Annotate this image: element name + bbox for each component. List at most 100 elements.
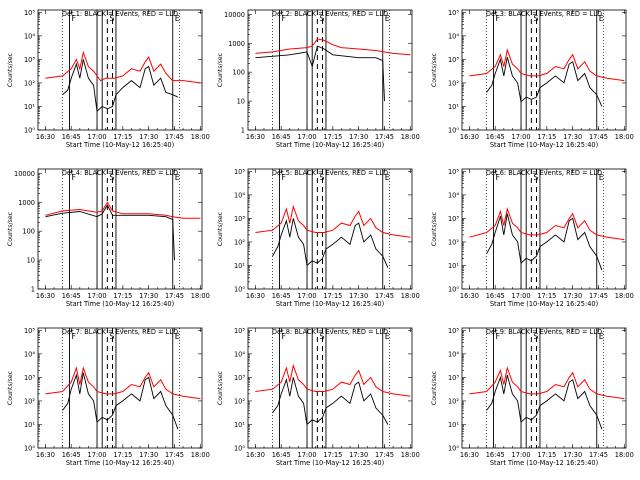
panel-title: Det 7: BLACK = Events, RED = LLD	[62, 328, 178, 336]
x-tick-label: 17:00	[512, 451, 531, 459]
x-axis-label: Start Time (10-May-12 16:25:40)	[66, 300, 174, 308]
x-tick-label: 16:45	[486, 451, 505, 459]
x-tick-label: 17:15	[113, 292, 132, 300]
x-tick-label: 17:30	[563, 451, 582, 459]
marker-label: S	[109, 332, 114, 341]
x-tick-label: 18:00	[191, 133, 210, 141]
plot-frame	[461, 168, 627, 290]
x-tick-label: 16:30	[460, 451, 479, 459]
x-tick-label: 17:45	[589, 133, 608, 141]
panel-det-4: Det 4: BLACK = Events, RED = LLD 1 10 100 10…	[7, 168, 210, 308]
y-tick-label: 10⁴	[448, 32, 459, 40]
y-tick-label: 10¹	[448, 103, 459, 111]
x-tick-label: 17:45	[375, 292, 394, 300]
series-line-events	[62, 59, 179, 113]
panel-title: Det 1: BLACK = Events, RED = LLD	[62, 10, 178, 18]
series-line-lld	[255, 204, 411, 238]
x-tick-label: 17:15	[537, 451, 556, 459]
marker-label: E	[599, 14, 604, 23]
x-tick-label: 17:00	[512, 133, 531, 141]
x-tick-label: 17:45	[375, 451, 394, 459]
series-line-lld	[469, 366, 625, 400]
x-tick-label: 16:45	[486, 292, 505, 300]
marker-label: S	[319, 14, 324, 23]
x-axis-label: Start Time (10-May-12 16:25:40)	[66, 141, 174, 149]
marker-label: S	[109, 173, 114, 182]
y-tick-label: 10¹	[448, 262, 459, 270]
x-tick-label: 16:45	[272, 451, 291, 459]
panel-title: Det 4: BLACK = Events, RED = LLD	[62, 169, 178, 177]
plot-frame	[37, 327, 203, 449]
y-tick-label: 10⁵	[448, 9, 459, 17]
y-axis-label: Counts/sec	[217, 52, 224, 87]
y-tick-label: 10⁴	[24, 32, 35, 40]
series-line-lld	[45, 366, 201, 400]
panel-det-6: Det 6: BLACK = Events, RED = LLD 10⁰ 10¹ 10…	[431, 168, 634, 308]
y-tick-label: 10000	[224, 11, 245, 19]
y-tick-label: 10²	[448, 79, 459, 87]
panel-title: Det 9: BLACK = Events, RED = LLD	[486, 328, 602, 336]
x-axis-label: Start Time (10-May-12 16:25:40)	[66, 459, 174, 467]
y-tick-label: 10⁴	[448, 191, 459, 199]
x-tick-label: 16:45	[272, 133, 291, 141]
x-tick-label: 18:00	[191, 451, 210, 459]
x-tick-label: 18:00	[401, 292, 420, 300]
x-tick-label: 16:30	[36, 133, 55, 141]
x-tick-label: 17:00	[88, 292, 107, 300]
x-axis-label: Start Time (10-May-12 16:25:40)	[490, 141, 598, 149]
series-line-lld	[45, 50, 201, 84]
x-axis-label: Start Time (10-May-12 16:25:40)	[490, 300, 598, 308]
y-tick-label: 10²	[234, 238, 245, 246]
y-tick-label: 10³	[24, 374, 35, 382]
panel-det-7: Det 7: BLACK = Events, RED = LLD 10⁰ 10¹ 10…	[7, 327, 210, 467]
panel-det-1: Det 1: BLACK = Events, RED = LLD 10⁰ 10¹ 10…	[7, 9, 210, 149]
y-tick-label: 10⁵	[24, 9, 35, 17]
x-tick-label: 16:45	[62, 133, 81, 141]
y-tick-label: 10⁰	[234, 286, 245, 294]
y-axis-label: Counts/sec	[7, 52, 14, 87]
marker-label: E	[175, 332, 180, 341]
x-tick-label: 17:00	[88, 451, 107, 459]
x-tick-label: 17:45	[589, 451, 608, 459]
plot-frame	[461, 9, 627, 131]
y-axis-label: Counts/sec	[431, 52, 438, 87]
panel-det-8: Det 8: BLACK = Events, RED = LLD 10⁰ 10¹ 10…	[217, 327, 420, 467]
y-tick-label: 10⁵	[448, 168, 459, 176]
y-tick-label: 10⁵	[234, 327, 245, 335]
y-tick-label: 1	[31, 286, 35, 294]
x-tick-label: 17:00	[88, 133, 107, 141]
x-tick-label: 16:30	[246, 451, 265, 459]
x-tick-label: 17:15	[323, 133, 342, 141]
marker-label: E	[385, 173, 390, 182]
x-tick-label: 18:00	[401, 133, 420, 141]
series-line-lld	[255, 38, 411, 56]
x-tick-label: 18:00	[615, 451, 634, 459]
marker-label: F	[71, 332, 76, 341]
plot-frame	[247, 168, 413, 290]
y-tick-label: 10²	[448, 397, 459, 405]
x-tick-label: 17:45	[165, 292, 184, 300]
panel-det-3: Det 3: BLACK = Events, RED = LLD 10⁰ 10¹ 10…	[431, 9, 634, 149]
marker-label: E	[175, 14, 180, 23]
plot-frame	[37, 168, 203, 290]
x-tick-label: 16:45	[62, 292, 81, 300]
series-line-events	[272, 218, 389, 268]
y-tick-label: 10⁰	[24, 445, 35, 453]
marker-label: F	[281, 332, 286, 341]
x-tick-label: 16:45	[62, 451, 81, 459]
y-tick-label: 100	[232, 69, 245, 77]
y-tick-label: 1	[241, 127, 245, 135]
y-tick-label: 10²	[24, 397, 35, 405]
y-tick-label: 1000	[228, 40, 245, 48]
x-tick-label: 17:30	[349, 292, 368, 300]
x-tick-label: 17:30	[563, 292, 582, 300]
marker-label: S	[319, 332, 324, 341]
x-tick-label: 18:00	[191, 292, 210, 300]
x-tick-label: 17:15	[537, 292, 556, 300]
y-tick-label: 10⁵	[448, 327, 459, 335]
y-tick-label: 10¹	[234, 421, 245, 429]
series-line-events	[62, 372, 179, 430]
y-tick-label: 1000	[18, 199, 35, 207]
y-tick-label: 10⁵	[24, 327, 35, 335]
x-tick-label: 17:15	[537, 133, 556, 141]
